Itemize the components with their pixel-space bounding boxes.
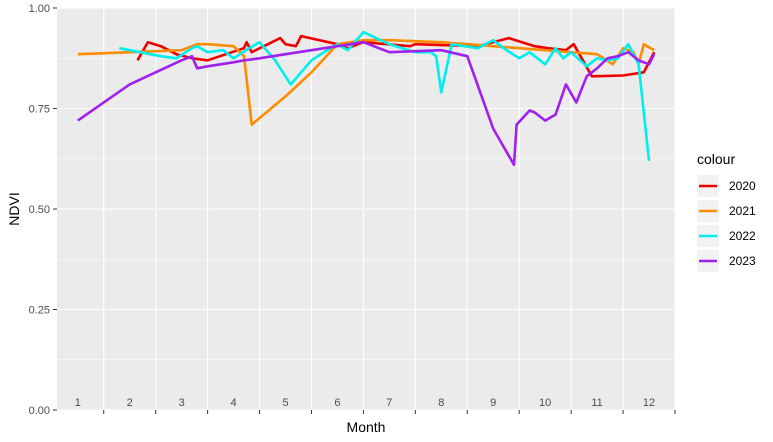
series-lines — [77, 30, 656, 167]
series-line-2023 — [77, 40, 656, 167]
series-line-2021 — [77, 38, 655, 126]
minor-gridlines — [57, 57, 675, 361]
x-tick-label: 10 — [539, 397, 551, 409]
y-tick-label: 1.00 — [29, 3, 50, 15]
x-tick-label: 2 — [127, 397, 133, 409]
x-tick-label: 12 — [643, 397, 655, 409]
x-tick-label: 5 — [282, 397, 288, 409]
x-tick-label: 11 — [591, 397, 602, 409]
series-line-2020 — [136, 34, 656, 78]
x-axis-title: Month — [347, 419, 386, 435]
legend-label-2021: 2021 — [729, 204, 756, 218]
x-tick-label: 3 — [179, 397, 185, 409]
x-tick-labels: 1 2 3 4 5 6 7 8 9 10 11 12 — [75, 397, 655, 409]
legend-label-2020: 2020 — [729, 179, 756, 193]
x-tick-label: 9 — [490, 397, 496, 409]
y-axis: 0.00 0.25 0.50 0.75 1.00 — [29, 3, 57, 417]
y-tick-label: 0.75 — [29, 104, 50, 116]
legend-label-2022: 2022 — [729, 229, 756, 243]
legend: colour 2020 2021 2022 2023 — [697, 151, 756, 272]
x-tick-label: 1 — [75, 397, 81, 409]
x-tick-label: 4 — [231, 397, 237, 409]
legend-label-2023: 2023 — [729, 254, 756, 268]
legend-title: colour — [697, 151, 735, 167]
y-axis-title: NDVI — [6, 192, 22, 225]
major-gridlines — [57, 7, 676, 411]
y-tick-label: 0.50 — [29, 204, 50, 216]
y-tick-label: 0.00 — [29, 405, 50, 417]
x-tick-label: 8 — [438, 397, 444, 409]
y-tick-label: 0.25 — [29, 305, 50, 317]
x-tick-marks — [103, 410, 676, 414]
x-tick-label: 6 — [334, 397, 340, 409]
x-tick-label: 7 — [386, 397, 392, 409]
